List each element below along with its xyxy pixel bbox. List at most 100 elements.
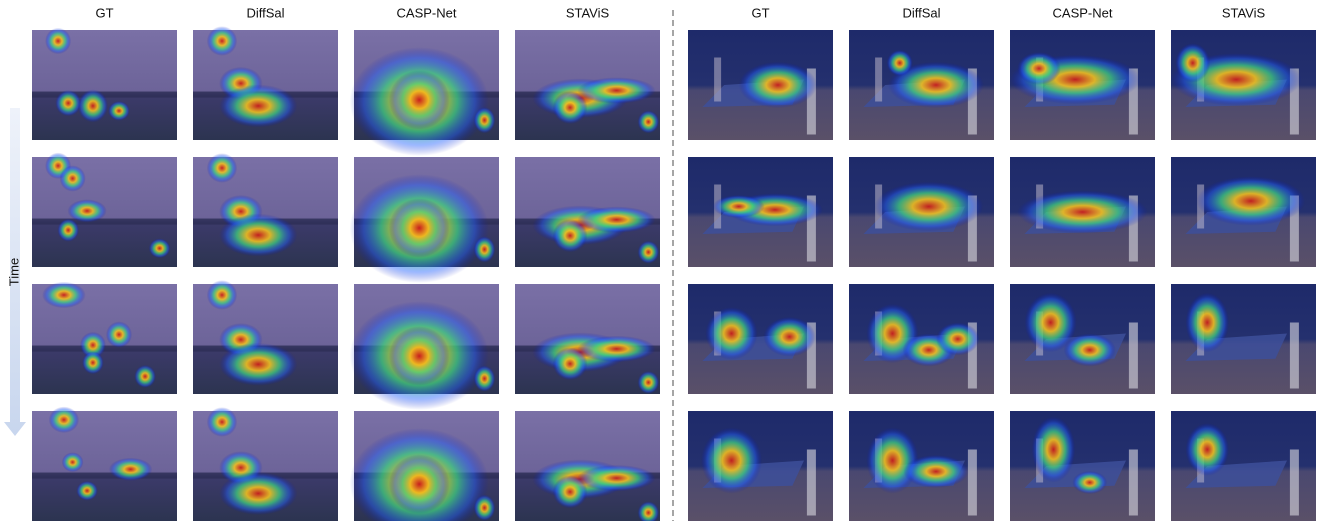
treeline [32,473,177,479]
saliency-panel [193,26,338,140]
saliency-blob [68,199,107,222]
player [1129,450,1138,516]
saliency-blob [577,207,655,233]
saliency-panel [515,411,660,521]
saliency-blob [1186,423,1230,476]
player [875,58,882,102]
saliency-blob [82,351,104,374]
player [807,450,816,516]
saliency-blob [1017,191,1148,234]
saliency-panel [1171,284,1316,394]
saliency-blob [1032,417,1076,483]
saliency-blob [638,241,660,264]
saliency-panel [1171,411,1316,521]
player [714,58,721,102]
player [968,450,977,516]
player [1129,323,1138,389]
saliency-blob [49,407,79,433]
saliency-blob [866,428,918,494]
saliency-blob [1196,176,1305,226]
saliency-blob [874,182,983,232]
saliency-blob [219,84,297,127]
saliency-panel [1171,30,1316,140]
saliency-panel [1010,411,1155,521]
saliency-panel [849,284,994,394]
saliency-blob [936,323,980,356]
saliency-blob [705,307,757,360]
saliency-panel [849,157,994,267]
saliency-blob [577,465,655,491]
panels [32,26,1316,521]
saliency-blob [76,481,98,501]
saliency-blob [207,153,237,183]
saliency-blob [219,343,297,386]
saliency-panel [193,280,338,394]
saliency-blob [45,28,71,54]
saliency-blob [62,452,84,472]
column-header: GT [95,5,113,20]
saliency-blob [55,90,81,116]
saliency-panel [1010,284,1155,394]
saliency-blob [219,472,297,515]
time-label: Time [6,258,21,286]
saliency-blob [1017,52,1061,85]
column-header: STAViS [566,5,610,20]
saliency-panel [193,407,338,521]
saliency-panel [32,282,177,394]
saliency-blob [474,365,496,391]
saliency-blob [763,317,815,357]
saliency-panel [32,407,177,521]
player [1290,323,1299,389]
saliency-blob [389,326,450,385]
saliency-blob [106,321,132,347]
saliency-blob [577,336,655,362]
saliency-blob [903,455,968,488]
saliency-blob [474,107,496,133]
column-header: CASP-Net [1053,5,1113,20]
saliency-panel [688,411,833,521]
saliency-panel [350,157,499,283]
saliency-blob [134,365,156,388]
saliency-panel [32,28,177,140]
saliency-blob [638,110,660,133]
saliency-blob [42,282,86,308]
saliency-blob [389,454,450,513]
saliency-blob [57,219,79,242]
saliency-blob [474,236,496,262]
saliency-blob [389,198,450,257]
column-header: GT [751,5,769,20]
saliency-blob [108,101,130,121]
saliency-panel [849,30,994,140]
saliency-panel [849,411,994,521]
saliency-blob [219,214,297,257]
saliency-panel [515,30,660,140]
saliency-blob [713,195,765,218]
saliency-blob [207,26,237,56]
saliency-panel [515,157,660,267]
saliency-panel [688,284,833,394]
saliency-panel [1171,157,1316,267]
column-header: DiffSal [902,5,940,20]
saliency-blob [1064,334,1116,367]
saliency-blob [60,165,86,191]
saliency-panel [350,284,499,410]
saliency-blob [78,89,108,122]
column-header: STAViS [1222,5,1266,20]
column-header: DiffSal [246,5,284,20]
saliency-blob [149,238,171,258]
saliency-blob [1186,293,1230,352]
saliency-blob [701,428,762,494]
column-header: CASP-Net [397,5,457,20]
saliency-panel [350,30,499,156]
saliency-panel [1010,30,1155,140]
figure: Time GT DiffSal CASP-Net STAViS GT DiffSal CAS… [0,0,1320,521]
saliency-panel [1010,157,1155,267]
saliency-blob [389,70,450,129]
saliency-blob [1175,43,1210,83]
player [1290,450,1299,516]
saliency-panel [688,30,833,140]
saliency-blob [474,495,496,521]
saliency-panel [688,157,833,267]
saliency-panel [193,153,338,267]
saliency-blob [1072,471,1107,494]
